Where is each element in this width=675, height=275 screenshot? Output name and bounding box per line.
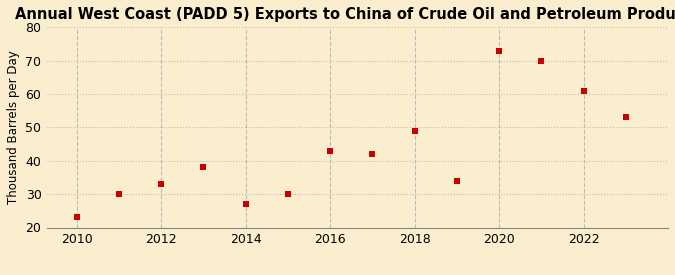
Point [493,48,504,53]
Point [578,89,589,93]
Point [452,178,462,183]
Point [409,128,420,133]
Point [367,152,378,156]
Point [240,202,251,206]
Point [536,59,547,63]
Point [72,215,82,220]
Point [620,115,631,120]
Point [156,182,167,186]
Title: Annual West Coast (PADD 5) Exports to China of Crude Oil and Petroleum Products: Annual West Coast (PADD 5) Exports to Ch… [15,7,675,22]
Point [325,148,335,153]
Y-axis label: Thousand Barrels per Day: Thousand Barrels per Day [7,51,20,204]
Point [282,192,293,196]
Point [198,165,209,170]
Point [113,192,124,196]
